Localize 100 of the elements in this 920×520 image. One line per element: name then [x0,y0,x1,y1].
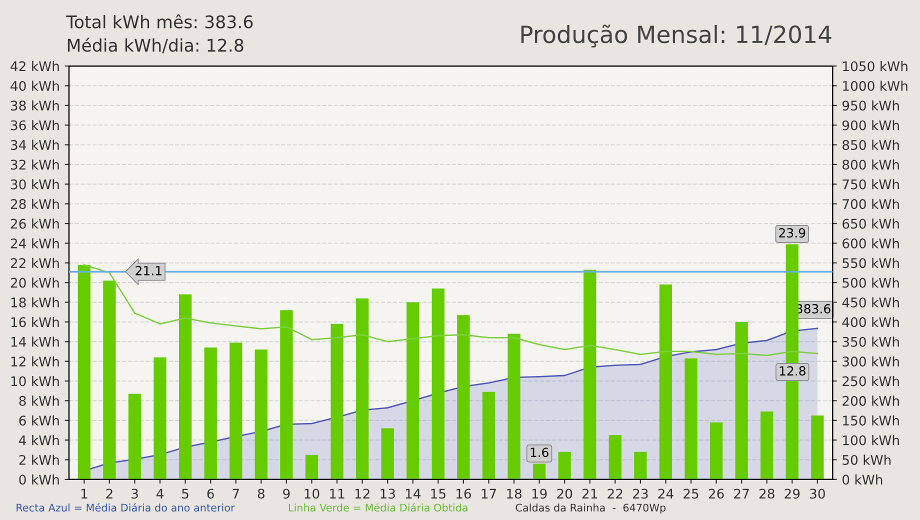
x-tick-label: 20 [557,488,572,499]
bar [608,435,622,480]
x-tick-label: 28 [759,488,774,499]
bar [406,302,420,480]
text: Recta Azul = Média Diária do ano anterior [16,503,235,512]
y2-tick-label: 800 kWh [842,159,899,170]
bar [457,315,470,480]
x-tick-label: 3 [132,488,138,499]
bar [584,270,596,480]
x-tick-label: 25 [684,488,698,499]
y2-tick-label: 0 kWh [842,474,882,485]
x-tick-label: 8 [258,488,264,499]
bar [178,294,192,480]
y-tick-label: 16 kWh [11,316,59,328]
y-tick-label: 30 kWh [10,179,59,190]
y-tick-label: 10 kWh [11,376,59,386]
bar [482,392,496,480]
x-tick-label: 17 [482,488,496,498]
bar [280,310,293,480]
x-tick-label: 22 [608,488,622,498]
y2-tick-label: 850 kWh [842,140,899,150]
y2-tick-label: 300 kWh [842,356,899,367]
y-tick-label: 4 kWh [18,435,59,446]
y2-tick-label: 750 kWh [842,179,899,190]
x-tick-label: 6 [207,488,214,499]
y-tick-label: 20 kWh [10,278,59,288]
bar [356,298,369,480]
y2-tick-label: 600 kWh [842,238,899,248]
x-tick-label: 16 [456,488,472,499]
bar [103,280,116,480]
x-tick-label: 11 [330,488,344,498]
y-tick-label: 32 kWh [10,159,59,170]
bar [684,358,698,480]
bar [508,334,520,480]
bar [811,415,824,480]
text: Total kWh mês: 383.6 [66,14,253,28]
bar [254,350,268,480]
x-tick-label: 9 [283,488,290,499]
x-tick-label: 10 [304,488,320,499]
y-tick-label: 34 kWh [10,140,59,150]
y2-tick-label: 250 kWh [842,376,899,386]
y2-tick-label: 400 kWh [842,316,899,328]
y2-tick-label: 500 kWh [842,278,899,288]
x-tick-label: 14 [406,488,421,498]
y2-tick-label: 350 kWh [842,336,899,347]
y2-tick-label: 950 kWh [842,100,899,111]
y-tick-label: 0 kWh [19,474,59,485]
y2-tick-label: 550 kWh [842,258,899,268]
x-tick-label: 7 [232,488,239,498]
x-tick-label: 13 [380,488,395,499]
x-tick-label: 30 [810,488,825,499]
data-label: 12.8 [780,366,806,376]
x-tick-label: 24 [658,488,674,498]
bar [558,452,571,480]
x-tick-label: 19 [532,488,547,499]
text: Caldas da Rainha - 6470Wp [516,504,666,514]
x-tick-label: 18 [507,488,522,499]
y-tick-label: 38 kWh [10,100,59,111]
y2-tick-label: 650 kWh [842,218,899,229]
y2-tick-label: 1050 kWh [843,61,908,72]
x-tick-label: 27 [734,488,749,498]
x-tick-label: 5 [182,488,188,499]
y-tick-label: 40 kWh [10,80,59,91]
bar [204,348,217,480]
y2-tick-label: 100 kWh [843,435,899,446]
bar [305,454,318,480]
y-tick-label: 28 kWh [10,198,59,210]
x-tick-label: 4 [156,488,164,498]
y2-tick-label: 50 kWh [842,454,891,465]
y-tick-label: 24 kWh [10,238,59,248]
bar [432,288,444,480]
data-label: 23.9 [779,228,806,238]
x-tick-label: 29 [784,488,800,499]
y-tick-label: 26 kWh [10,218,59,229]
y-tick-label: 12 kWh [11,356,59,366]
bar [760,412,774,480]
y-tick-label: 14 kWh [11,336,59,347]
ref-line-label: 21.1 [136,266,162,276]
y2-tick-label: 450 kWh [842,297,899,308]
bar [154,357,166,480]
y-tick-label: 36 kWh [10,120,59,130]
y2-tick-label: 1000 kWh [843,80,908,91]
text: Linha Verde = Média Diária Obtida [288,503,468,512]
bar [381,428,394,480]
y2-tick-label: 700 kWh [842,198,899,210]
bar [230,342,242,480]
bar [710,422,723,480]
bar [330,324,344,480]
x-tick-label: 1 [81,488,88,498]
x-tick-label: 12 [355,488,370,498]
y-tick-label: 22 kWh [10,258,59,268]
bar [128,394,142,480]
y2-tick-label: 200 kWh [842,396,899,406]
bar [78,264,90,480]
y-tick-label: 2 kWh [19,454,59,465]
bar [634,452,647,480]
y2-tick-label: 900 kWh [842,120,899,130]
x-tick-label: 21 [582,488,598,498]
y2-tick-label: 150 kWh [843,415,899,426]
bar [735,322,748,480]
